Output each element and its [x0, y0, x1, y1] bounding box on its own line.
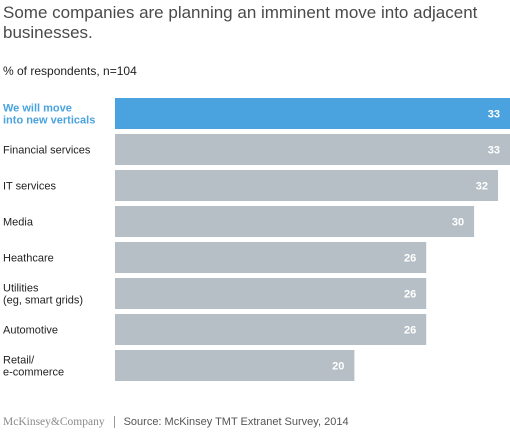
category-label: Media: [3, 217, 34, 229]
bar-6: [115, 314, 427, 345]
category-label: Utilities (eg, smart grids): [3, 283, 83, 307]
bar-3: [115, 206, 475, 237]
bar-chart: 33 We will move into new verticals 33 Financ…: [3, 98, 510, 381]
category-label: We will move into new verticals: [3, 103, 95, 127]
bar-7: [115, 350, 355, 381]
category-label: Financial services: [3, 145, 91, 157]
bar-4: [115, 242, 427, 273]
bar-value-label: 26: [404, 253, 416, 265]
bar-value-label: 26: [404, 289, 416, 301]
bar-value-label: 26: [404, 325, 416, 337]
chart-subtitle: % of respondents, n=104: [3, 64, 137, 78]
bar-value-label: 20: [332, 361, 344, 373]
bar-value-label: 33: [488, 145, 500, 157]
bar-value-label: 32: [476, 181, 488, 193]
bar-1: [115, 134, 510, 165]
mckinsey-logo: McKinsey&Company: [3, 416, 105, 428]
category-label: Heathcare: [3, 253, 54, 265]
footer: McKinsey&Company Source: McKinsey TMT Ex…: [3, 416, 349, 428]
category-label: Retail/e-commerce: [3, 355, 64, 379]
source-note: Source: McKinsey TMT Extranet Survey, 20…: [123, 416, 349, 428]
bar-value-label: 30: [452, 217, 464, 229]
bar-2: [115, 170, 499, 201]
footer-divider: [113, 416, 115, 428]
bar-value-label: 33: [488, 109, 500, 121]
category-label: IT services: [3, 181, 56, 193]
chart-title: Some companies are planning an imminent …: [3, 3, 478, 42]
bar-5: [115, 278, 427, 309]
category-label: Automotive: [3, 325, 58, 337]
bar-0: [115, 98, 510, 129]
